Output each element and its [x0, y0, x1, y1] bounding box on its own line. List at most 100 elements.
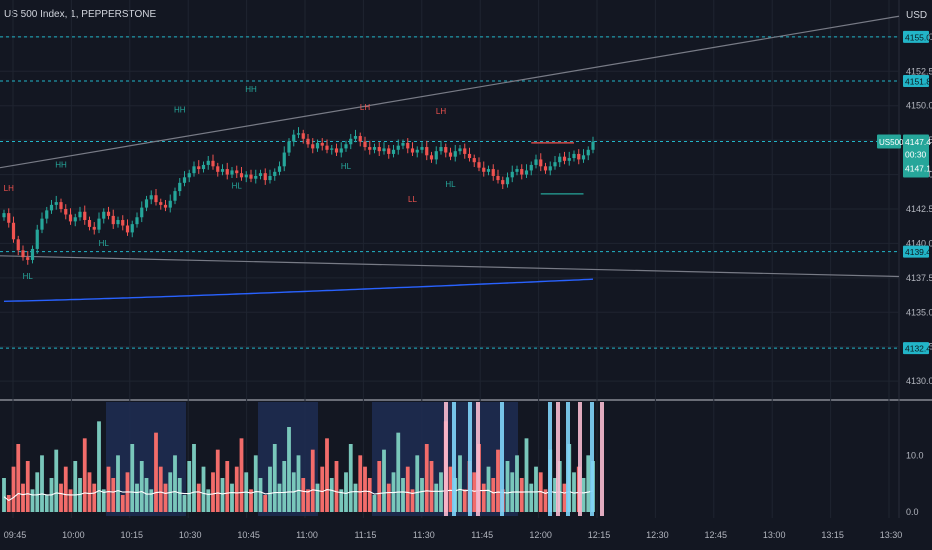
- candle-body: [486, 169, 491, 172]
- volume-bar: [63, 466, 68, 512]
- candle-body: [429, 155, 434, 160]
- volume-bar: [315, 483, 320, 512]
- volume-bar: [405, 466, 410, 512]
- volume-bar: [130, 444, 135, 512]
- candle-body: [472, 158, 476, 163]
- x-tick-label: 13:15: [821, 530, 844, 540]
- candle-body: [87, 220, 92, 227]
- swing-label: HL: [232, 181, 243, 190]
- volume-bar: [486, 466, 491, 512]
- volume-bar: [268, 466, 272, 512]
- candle-body: [249, 174, 253, 179]
- candle-body: [45, 210, 49, 219]
- candle-body: [97, 218, 101, 230]
- level-price-tag: [903, 342, 929, 355]
- candle-body: [377, 147, 381, 152]
- candle-body: [16, 239, 20, 251]
- candle-body: [244, 174, 248, 178]
- candle-body: [163, 204, 168, 208]
- candle-body: [277, 166, 282, 172]
- x-tick-label: 11:15: [354, 530, 376, 540]
- level-price-text: 4155.0: [905, 32, 931, 42]
- volume-bar: [54, 449, 59, 512]
- volume-bar: [562, 483, 567, 512]
- volume-bar: [272, 444, 277, 512]
- candle-body: [135, 217, 139, 225]
- volume-bar: [410, 489, 415, 512]
- candle-body: [168, 200, 172, 208]
- candle-body: [258, 173, 263, 176]
- volume-bar: [296, 455, 301, 512]
- level-price-tag: [903, 74, 929, 87]
- x-tick-label: 12:00: [529, 530, 552, 540]
- volume-bar: [543, 489, 548, 512]
- volume-bar: [496, 449, 500, 512]
- volume-bar: [334, 461, 339, 512]
- x-tick-label: 10:45: [237, 530, 260, 540]
- volume-bar: [363, 466, 367, 512]
- volume-bar: [149, 489, 154, 512]
- volume-bar: [158, 466, 163, 512]
- candle-body: [83, 211, 87, 221]
- volume-bar: [401, 478, 405, 512]
- volume-bar: [6, 495, 11, 512]
- signal-stripe: [590, 402, 594, 516]
- candle-body: [448, 152, 453, 157]
- candle-body: [211, 160, 215, 167]
- candle-body: [149, 195, 153, 200]
- volume-bar: [177, 478, 182, 512]
- volume-bar: [25, 461, 30, 512]
- volume-bar: [367, 478, 372, 512]
- volume-bar: [348, 444, 353, 512]
- candle-body: [125, 225, 130, 233]
- candle-body: [130, 224, 134, 233]
- candle-body: [567, 158, 571, 161]
- signal-stripe: [444, 402, 448, 516]
- x-tick-label: 13:00: [763, 530, 786, 540]
- candle-body: [562, 156, 567, 161]
- chart-title: US 500 Index, 1, PEPPERSTONE: [4, 9, 157, 20]
- x-tick-label: 09:45: [4, 530, 27, 540]
- candle-body: [349, 138, 353, 145]
- candle-body: [263, 173, 267, 181]
- symbol-tag-text: US500: [879, 138, 904, 147]
- candle-body: [230, 170, 234, 175]
- candle-body: [320, 142, 324, 146]
- volume-bar: [16, 444, 21, 512]
- volume-bar: [78, 478, 82, 512]
- volume-bar: [372, 495, 377, 512]
- volume-bar: [534, 466, 538, 512]
- candle-body: [444, 147, 448, 153]
- candle-body: [64, 209, 68, 215]
- candle-body: [306, 138, 310, 145]
- candle-body: [548, 166, 552, 171]
- swing-label: HL: [341, 162, 352, 171]
- candle-body: [11, 222, 16, 240]
- candle-body: [54, 202, 58, 205]
- volume-bar: [68, 489, 73, 512]
- candle-body: [21, 250, 25, 258]
- volume-bar: [2, 478, 6, 512]
- volume-bar: [344, 472, 348, 512]
- candle-body: [434, 151, 438, 160]
- volume-bar: [87, 472, 92, 512]
- volume-bar: [239, 438, 244, 512]
- lower-trendline: [0, 255, 900, 278]
- candle-body: [26, 257, 30, 260]
- candle-body: [558, 156, 562, 163]
- level-price-tag: [903, 30, 929, 43]
- volume-bar: [225, 461, 230, 512]
- candle-body: [334, 148, 339, 153]
- candle-body: [515, 169, 519, 172]
- volume-bar: [396, 432, 401, 512]
- volume-bar: [277, 483, 282, 512]
- candle-body: [463, 148, 467, 154]
- candle-body: [159, 202, 163, 205]
- candle-body: [553, 162, 557, 167]
- level-price-text: 4132.4: [905, 344, 931, 354]
- candle-body: [315, 142, 320, 149]
- volume-bar: [249, 489, 253, 512]
- candle-body: [40, 218, 44, 230]
- signal-stripe: [566, 402, 570, 516]
